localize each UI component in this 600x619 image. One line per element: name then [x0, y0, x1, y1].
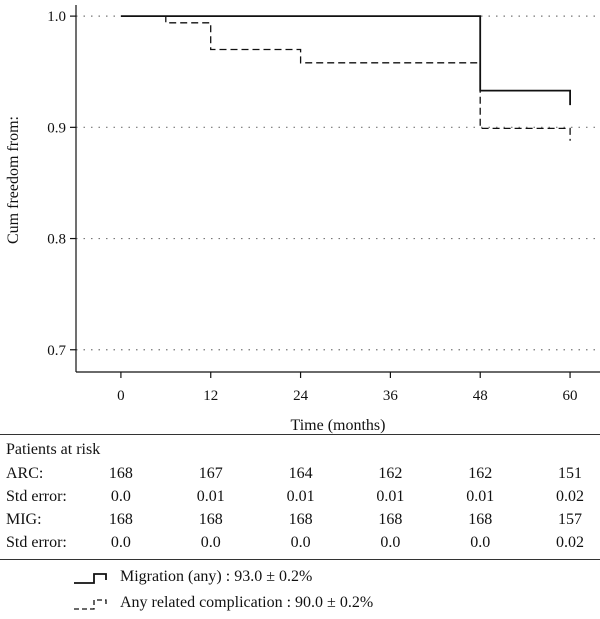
row-label: Std error:	[6, 488, 67, 505]
patients-at-risk-table: Patients at risk ARC: 168 167 164 162 162 151 S…	[0, 434, 600, 560]
x-tick-label: 12	[203, 388, 218, 404]
series-lines	[120, 15, 571, 141]
row-label: MIG:	[6, 511, 42, 528]
x-tick-label: 36	[383, 388, 399, 404]
table-cell: 162	[378, 465, 403, 482]
table-cell: 0.01	[466, 488, 495, 505]
table-cell: 168	[198, 511, 223, 528]
y-tick-label: 0.7	[47, 343, 66, 359]
legend-swatch-solid-icon	[74, 573, 107, 584]
y-tick-label: 0.9	[47, 120, 66, 136]
table-cell: 167	[198, 465, 223, 482]
risk-table-title: Patients at risk	[6, 441, 101, 458]
grid-lines	[76, 15, 600, 351]
table-cell: 0.01	[286, 488, 315, 505]
legend-label: Migration (any) : 93.0 ± 0.2%	[120, 568, 313, 585]
table-cell: 0.0	[380, 534, 401, 551]
series-line-migration	[120, 15, 571, 106]
table-cell: 0.02	[556, 534, 585, 551]
table-cell: 168	[468, 511, 493, 528]
table-cell: 168	[108, 465, 133, 482]
x-tick-label: 60	[563, 388, 578, 404]
legend-item-migration: Migration (any) : 93.0 ± 0.2%	[72, 568, 572, 590]
table-cell: 0.01	[196, 488, 225, 505]
table-row: Std error: 0.0 0.0 0.0 0.0 0.0 0.02	[0, 534, 600, 556]
x-tick-label: 24	[293, 388, 309, 404]
table-row: Std error: 0.0 0.01 0.01 0.01 0.01 0.02	[0, 488, 600, 510]
table-row: MIG: 168 168 168 168 168 157	[0, 511, 600, 533]
table-cell: 168	[288, 511, 313, 528]
x-tick-label: 48	[473, 388, 488, 404]
survival-chart: 0.7 0.8 0.9 1.0 0 12 24 36 48 60 Time (months) C…	[5, 5, 600, 434]
y-ticks: 0.7 0.8 0.9 1.0	[47, 9, 76, 359]
table-cell: 168	[378, 511, 403, 528]
series-line-complication	[120, 15, 571, 141]
table-cell: 164	[288, 465, 313, 482]
y-axis-title: Cum freedom from:	[5, 116, 22, 244]
legend-label: Any related complication : 90.0 ± 0.2%	[120, 594, 374, 611]
table-cell: 162	[468, 465, 493, 482]
table-cell: 0.02	[556, 488, 585, 505]
table-cell: 151	[558, 465, 583, 482]
table-row: ARC: 168 167 164 162 162 151	[0, 465, 600, 487]
table-cell: 157	[558, 511, 583, 528]
y-tick-label: 0.8	[47, 232, 66, 248]
legend: Migration (any) : 93.0 ± 0.2% Any relate…	[72, 568, 572, 616]
x-ticks: 0 12 24 36 48 60	[117, 372, 578, 404]
x-tick-label: 0	[117, 388, 125, 404]
legend-swatch-dashed-icon	[74, 599, 107, 610]
y-tick-label: 1.0	[47, 9, 66, 25]
legend-item-complication: Any related complication : 90.0 ± 0.2%	[72, 594, 572, 616]
row-label: Std error:	[6, 534, 67, 551]
table-cell: 168	[108, 511, 133, 528]
table-cell: 0.0	[290, 534, 311, 551]
table-cell: 0.0	[470, 534, 491, 551]
table-cell: 0.01	[376, 488, 405, 505]
axes	[75, 5, 600, 373]
table-cell: 0.0	[200, 534, 221, 551]
row-label: ARC:	[6, 465, 44, 482]
table-cell: 0.0	[110, 534, 131, 551]
x-axis-title: Time (months)	[291, 417, 386, 434]
table-cell: 0.0	[110, 488, 131, 505]
